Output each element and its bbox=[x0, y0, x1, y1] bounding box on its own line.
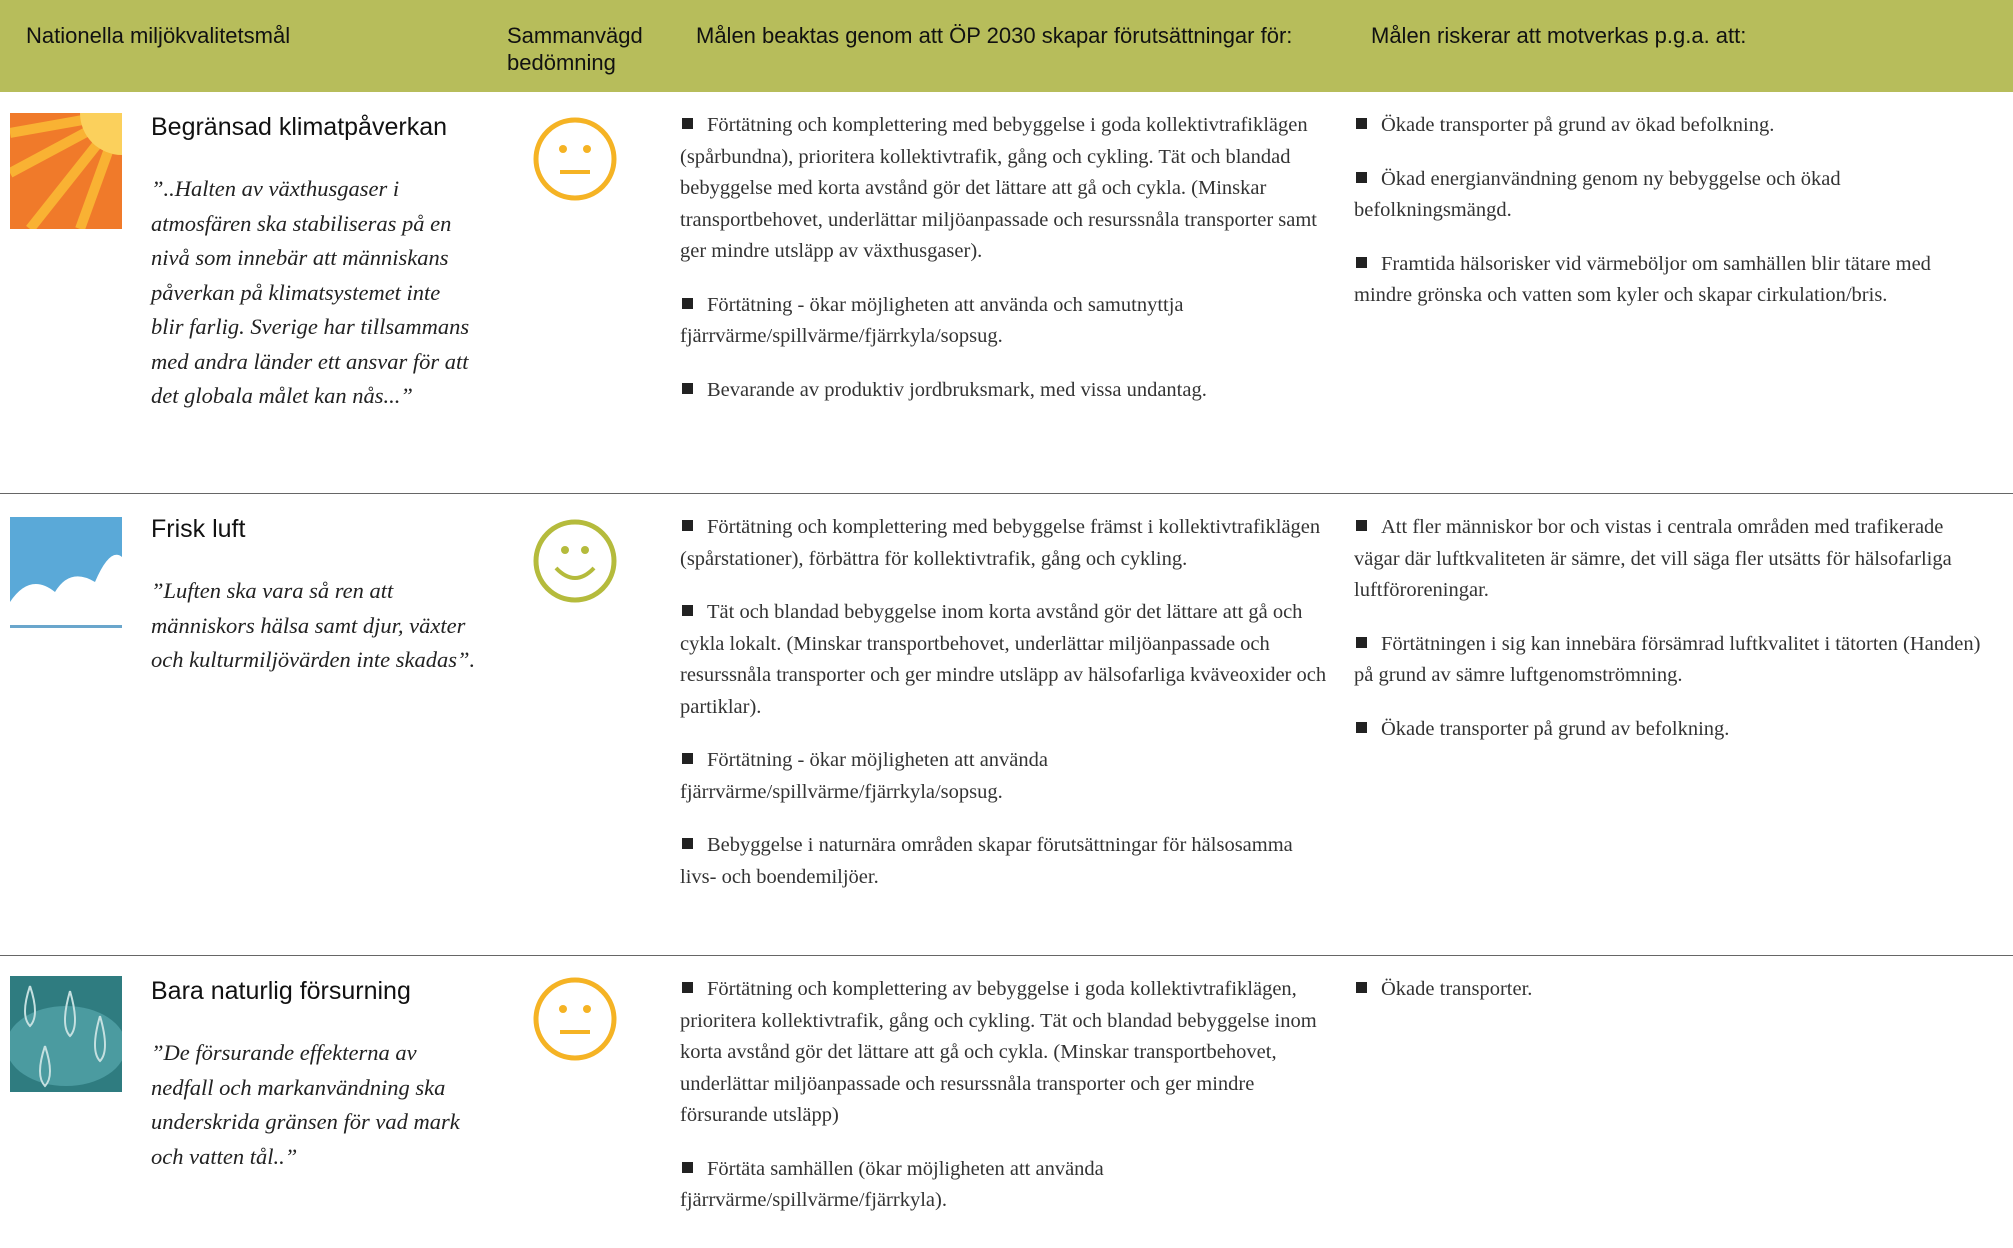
bullet bbox=[1356, 636, 1367, 648]
bullet bbox=[682, 982, 693, 993]
positives-list: Förtätning och komplettering av bebyggel… bbox=[680, 974, 1330, 1239]
goal-quote: ”De försurande effekterna av nedfall och… bbox=[151, 1040, 460, 1169]
bullet bbox=[1356, 721, 1367, 733]
acid-icon bbox=[10, 976, 122, 1092]
bullet bbox=[1356, 118, 1367, 129]
negatives-list: Ökade transporter på grund av ökad befol… bbox=[1354, 110, 1984, 334]
row-separator bbox=[0, 493, 2013, 494]
bullet bbox=[1356, 171, 1367, 183]
goal-title: Frisk luft bbox=[151, 515, 246, 543]
bullet-item: Att fler människor bor och vistas i cent… bbox=[1354, 512, 1984, 607]
bullet bbox=[682, 605, 693, 616]
negatives-list: Ökade transporter. bbox=[1354, 974, 1984, 1028]
bullet-text: Förtäta samhällen (ökar möjligheten att … bbox=[680, 1157, 1104, 1212]
bullet-item: Ökad energianvändning genom ny bebyggels… bbox=[1354, 164, 1984, 227]
bullet-text: Framtida hälsorisker vid värmeböljor om … bbox=[1354, 252, 1931, 307]
goal-quote: ”Luften ska vara så ren att människors h… bbox=[151, 578, 476, 672]
bullet-text: Ökade transporter på grund av ökad befol… bbox=[1381, 114, 1775, 136]
bullet-item: Tät och blandad bebyggelse inom korta av… bbox=[680, 597, 1330, 723]
bullet-text: Bevarande av produktiv jordbruksmark, me… bbox=[707, 378, 1207, 401]
header-cell: Målen beaktas genom att ÖP 2030 skapar f… bbox=[696, 23, 1293, 48]
bullet bbox=[682, 1161, 693, 1173]
bullet-text: Förtätningen i sig kan innebära försämra… bbox=[1354, 632, 1981, 687]
bullet bbox=[682, 297, 693, 309]
bullet bbox=[682, 753, 693, 764]
goal-quote: ”..Halten av växthusgaser i atmosfären s… bbox=[151, 176, 470, 408]
bullet-item: Ökade transporter på grund av befolkning… bbox=[1354, 714, 1984, 746]
bullet-text: Tät och blandad bebyggelse inom korta av… bbox=[680, 601, 1327, 718]
bullet-item: Förtätning och komplettering med bebygge… bbox=[680, 512, 1330, 575]
bullet-item: Förtätning och komplettering med bebygge… bbox=[680, 110, 1330, 268]
header-cell: Sammanvägd bedömning bbox=[507, 23, 643, 75]
header-band: Nationella miljökvalitetsmål Sammanvägd … bbox=[0, 0, 2013, 92]
bullet-item: Framtida hälsorisker vid värmeböljor om … bbox=[1354, 249, 1984, 312]
neutral-smiley bbox=[533, 117, 617, 201]
bullet bbox=[1356, 520, 1367, 531]
bullet-item: Bebyggelse i naturnära områden skapar fö… bbox=[680, 830, 1330, 893]
bullet-text: Förtätning - ökar möjligheten att använd… bbox=[680, 293, 1184, 348]
bullet-item: Ökade transporter på grund av ökad befol… bbox=[1354, 110, 1984, 142]
climate-icon bbox=[10, 113, 122, 229]
bullet-item: Ökade transporter. bbox=[1354, 974, 1984, 1006]
header-cell: Nationella miljökvalitetsmål bbox=[26, 23, 291, 48]
happy-smiley bbox=[533, 519, 617, 603]
bullet-text: Förtätning och komplettering av bebyggel… bbox=[680, 978, 1317, 1126]
bullet bbox=[682, 838, 693, 849]
bullet bbox=[682, 382, 693, 394]
goal-title: Bara naturlig försurning bbox=[151, 977, 411, 1005]
bullet-text: Ökade transporter. bbox=[1381, 978, 1533, 1000]
bullet-text: Bebyggelse i naturnära områden skapar fö… bbox=[680, 834, 1293, 888]
bullet-item: Förtätning - ökar möjligheten att använd… bbox=[680, 290, 1330, 353]
goal-title: Begränsad klimatpåverkan bbox=[151, 113, 447, 141]
bullet-item: Förtäta samhällen (ökar möjligheten att … bbox=[680, 1154, 1330, 1217]
bullet-text: Ökade transporter på grund av befolkning… bbox=[1381, 717, 1730, 740]
bullet-text: Att fler människor bor och vistas i cent… bbox=[1354, 516, 1952, 601]
bullet-item: Förtätning - ökar möjligheten att använd… bbox=[680, 745, 1330, 808]
bullet-text: Förtätning - ökar möjligheten att använd… bbox=[680, 749, 1049, 803]
row-separator bbox=[0, 955, 2013, 956]
bullet-text: Förtätning och komplettering med bebygge… bbox=[680, 114, 1318, 262]
bullet bbox=[1356, 982, 1367, 993]
positives-list: Förtätning och komplettering med bebygge… bbox=[680, 110, 1330, 428]
air-icon bbox=[10, 517, 122, 628]
positives-list: Förtätning och komplettering med bebygge… bbox=[680, 512, 1330, 915]
bullet bbox=[1356, 256, 1367, 268]
bullet-text: Ökad energianvändning genom ny bebyggels… bbox=[1354, 167, 1841, 222]
header-cell: Målen riskerar att motverkas p.g.a. att: bbox=[1371, 23, 1747, 48]
negatives-list: Att fler människor bor och vistas i cent… bbox=[1354, 512, 1984, 767]
bullet bbox=[682, 520, 693, 531]
bullet bbox=[682, 118, 693, 129]
neutral-smiley bbox=[533, 977, 617, 1061]
bullet-item: Förtätningen i sig kan innebära försämra… bbox=[1354, 629, 1984, 692]
bullet-text: Förtätning och komplettering med bebygge… bbox=[680, 516, 1321, 570]
bullet-item: Bevarande av produktiv jordbruksmark, me… bbox=[680, 375, 1330, 407]
bullet-item: Förtätning och komplettering av bebyggel… bbox=[680, 974, 1330, 1132]
